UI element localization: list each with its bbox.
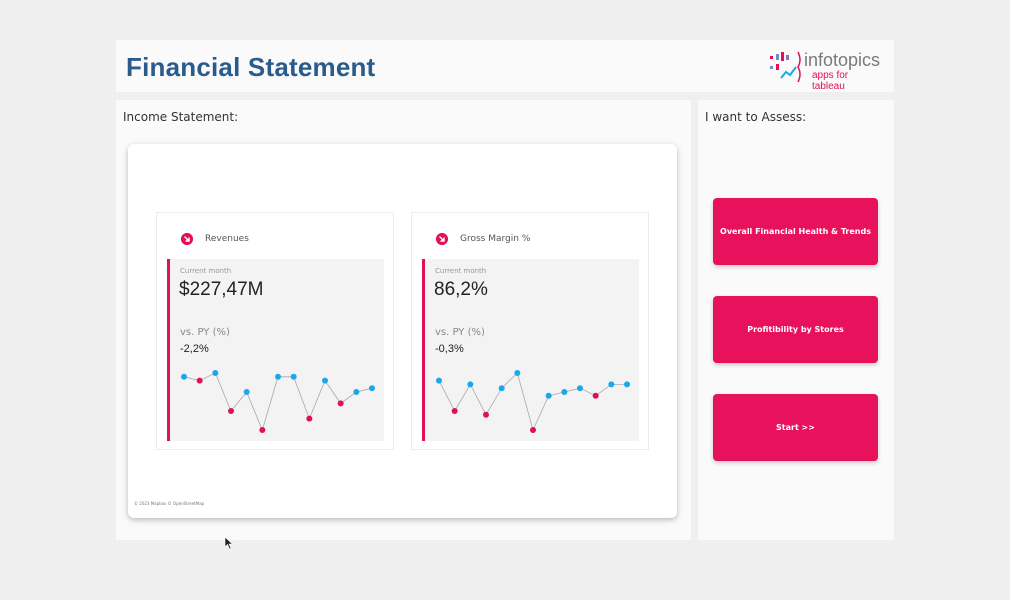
sparkline-point xyxy=(212,370,219,376)
mouse-cursor-icon xyxy=(224,536,234,550)
sparkline-point xyxy=(228,408,234,414)
logo-name: infotopics xyxy=(804,50,881,70)
kpi-value: $227,47M xyxy=(179,279,264,300)
kpi-card-gross-margin[interactable]: Gross Margin % Current month 86,2% vs. P… xyxy=(411,212,649,450)
vs-py-label: vs. PY (%) xyxy=(435,327,485,338)
current-month-label: Current month xyxy=(435,267,487,275)
assess-title: I want to Assess: xyxy=(705,110,807,124)
sparkline xyxy=(181,370,375,433)
overall-financial-health-button[interactable]: Overall Financial Health & Trends xyxy=(713,198,878,265)
income-statement-title: Income Statement: xyxy=(123,110,239,124)
sparkline-point xyxy=(545,392,552,399)
kpi-value: 86,2% xyxy=(434,279,488,300)
sparkline-point xyxy=(467,381,474,388)
header: Financial Statement infotopics apps for … xyxy=(116,40,894,92)
sparkline-point xyxy=(181,373,187,380)
sparkline-point xyxy=(322,377,328,384)
sparkline-point xyxy=(369,385,375,392)
sparkline-point xyxy=(353,389,360,395)
sparkline-line xyxy=(438,372,627,432)
sparkline-point xyxy=(436,377,442,384)
kpi-body: Current month $227,47M vs. PY (%) -2,2% xyxy=(167,259,384,441)
sparkline-point xyxy=(290,373,297,380)
sparkline-point xyxy=(259,427,266,433)
sparkline-point xyxy=(306,415,313,422)
start-button[interactable]: Start >> xyxy=(713,394,878,461)
kpi-body: Current month 86,2% vs. PY (%) -0,3% xyxy=(422,259,639,441)
sparkline-point xyxy=(275,373,281,380)
sparkline-point xyxy=(561,389,568,395)
assess-panel: I want to Assess: Overall Financial Heal… xyxy=(698,100,894,540)
kpi-card-revenues[interactable]: Revenues Current month $227,47M vs. PY (… xyxy=(156,212,394,450)
sparkline-point xyxy=(243,389,250,395)
sparkline-point xyxy=(592,392,599,399)
sparkline xyxy=(436,370,630,433)
sparkline-point xyxy=(608,381,615,388)
page-title: Financial Statement xyxy=(126,52,376,82)
trend-down-icon xyxy=(181,233,193,245)
sparkline-point xyxy=(196,377,203,384)
sparkline-point xyxy=(498,385,505,392)
sparkline-point xyxy=(530,427,536,433)
sparkline-point xyxy=(624,381,630,388)
sparkline-point xyxy=(451,408,458,414)
vs-py-value: -2,2% xyxy=(180,343,209,355)
sparkline-point xyxy=(483,411,489,418)
income-statement-panel: Income Statement: Revenues Current month… xyxy=(116,100,691,540)
vs-py-value: -0,3% xyxy=(435,343,464,355)
vs-py-label: vs. PY (%) xyxy=(180,327,230,338)
income-statement-report: Revenues Current month $227,47M vs. PY (… xyxy=(128,144,677,518)
logo-mark-icon xyxy=(770,51,801,83)
sparkline-line xyxy=(183,372,373,432)
current-month-label: Current month xyxy=(180,267,232,275)
trend-down-icon xyxy=(436,233,448,245)
map-copyright: © 2023 Mapbox © OpenStreetMap xyxy=(134,501,205,506)
logo-tagline: apps for tableau xyxy=(812,70,849,92)
kpi-name: Gross Margin % xyxy=(460,234,531,244)
infotopics-logo: infotopics apps for tableau xyxy=(768,48,881,92)
kpi-name: Revenues xyxy=(205,234,249,244)
sparkline-point xyxy=(337,400,344,407)
sparkline-point xyxy=(577,385,583,392)
sparkline-point xyxy=(514,370,521,376)
profitability-by-stores-button[interactable]: Profitibility by Stores xyxy=(713,296,878,363)
